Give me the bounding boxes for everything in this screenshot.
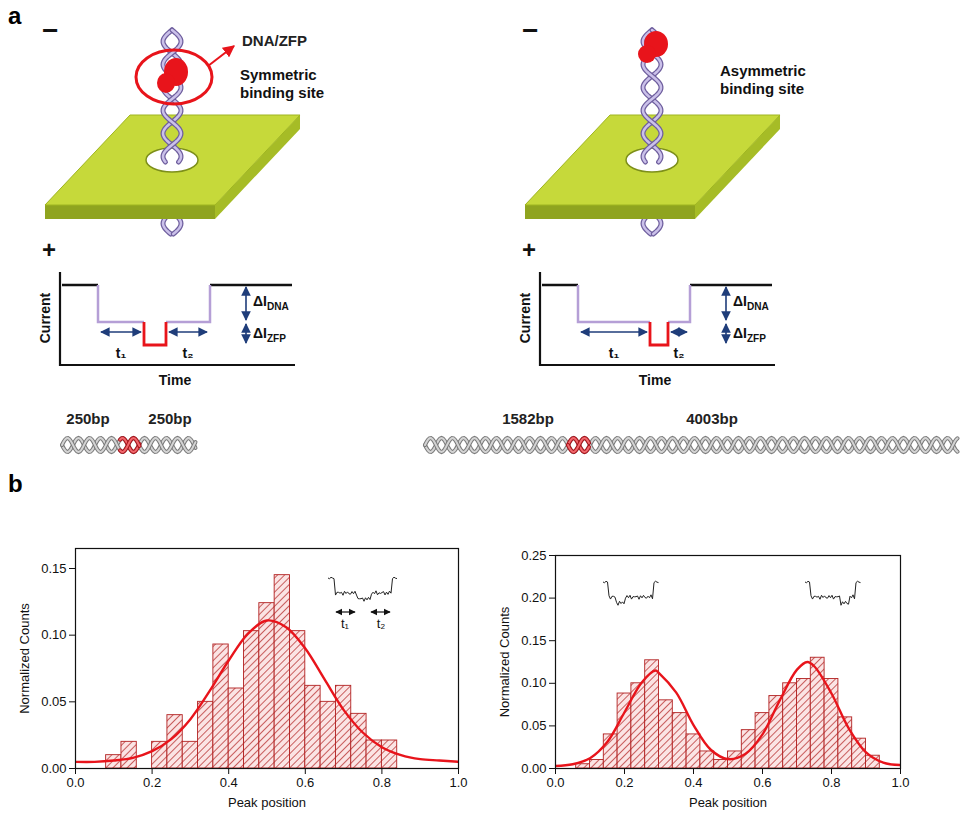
svg-text:Normalized Counts: Normalized Counts <box>17 603 32 714</box>
svg-text:Current: Current <box>517 292 533 343</box>
svg-text:250bp: 250bp <box>148 410 191 427</box>
svg-text:0.4: 0.4 <box>220 775 238 790</box>
svg-text:Peak position: Peak position <box>228 795 306 810</box>
svg-text:250bp: 250bp <box>66 410 109 427</box>
svg-text:DNA/ZFP: DNA/ZFP <box>242 32 307 49</box>
svg-text:0.2: 0.2 <box>143 775 161 790</box>
svg-text:0.10: 0.10 <box>521 675 546 690</box>
svg-text:t₁: t₁ <box>116 345 127 361</box>
svg-text:+: + <box>42 236 56 263</box>
svg-text:ΔIZFP: ΔIZFP <box>733 325 766 344</box>
svg-text:Current: Current <box>37 292 53 343</box>
svg-text:0.20: 0.20 <box>521 590 546 605</box>
svg-text:−: − <box>42 15 58 46</box>
svg-text:ΔIDNA: ΔIDNA <box>733 293 770 312</box>
svg-text:0.00: 0.00 <box>41 761 66 776</box>
svg-text:t₁: t₁ <box>609 345 620 361</box>
svg-text:Normalized Counts: Normalized Counts <box>497 606 512 717</box>
svg-text:0.25: 0.25 <box>521 548 546 563</box>
svg-text:0.05: 0.05 <box>41 694 66 709</box>
svg-text:0.15: 0.15 <box>41 561 66 576</box>
svg-text:ΔIDNA: ΔIDNA <box>253 293 290 312</box>
svg-text:a: a <box>8 2 22 29</box>
svg-text:0.10: 0.10 <box>41 627 66 642</box>
svg-text:0.15: 0.15 <box>521 633 546 648</box>
svg-text:0.6: 0.6 <box>753 775 771 790</box>
svg-text:Asymmetricbinding site: Asymmetricbinding site <box>720 62 806 97</box>
svg-text:0.05: 0.05 <box>521 718 546 733</box>
svg-text:1582bp: 1582bp <box>502 410 554 427</box>
svg-text:Symmetricbinding site: Symmetricbinding site <box>240 66 324 101</box>
svg-text:0.0: 0.0 <box>546 775 564 790</box>
svg-text:1.0: 1.0 <box>891 775 909 790</box>
svg-text:t₂: t₂ <box>674 345 685 361</box>
svg-text:t₁: t₁ <box>341 616 350 631</box>
svg-text:0.00: 0.00 <box>521 761 546 776</box>
svg-text:0.4: 0.4 <box>684 775 702 790</box>
svg-text:ΔIZFP: ΔIZFP <box>253 325 286 344</box>
svg-text:0.0: 0.0 <box>66 775 84 790</box>
svg-text:0.6: 0.6 <box>296 775 314 790</box>
svg-text:4003bp: 4003bp <box>686 410 738 427</box>
svg-text:0.8: 0.8 <box>822 775 840 790</box>
svg-text:−: − <box>522 15 538 46</box>
svg-text:t₂: t₂ <box>183 345 194 361</box>
svg-text:1.0: 1.0 <box>449 775 467 790</box>
svg-text:b: b <box>8 470 23 497</box>
svg-text:t₂: t₂ <box>377 616 386 631</box>
svg-text:+: + <box>522 236 536 263</box>
svg-text:Peak position: Peak position <box>689 795 767 810</box>
svg-text:0.2: 0.2 <box>615 775 633 790</box>
svg-text:Time: Time <box>159 372 192 388</box>
svg-text:0.8: 0.8 <box>373 775 391 790</box>
svg-text:Time: Time <box>639 372 672 388</box>
